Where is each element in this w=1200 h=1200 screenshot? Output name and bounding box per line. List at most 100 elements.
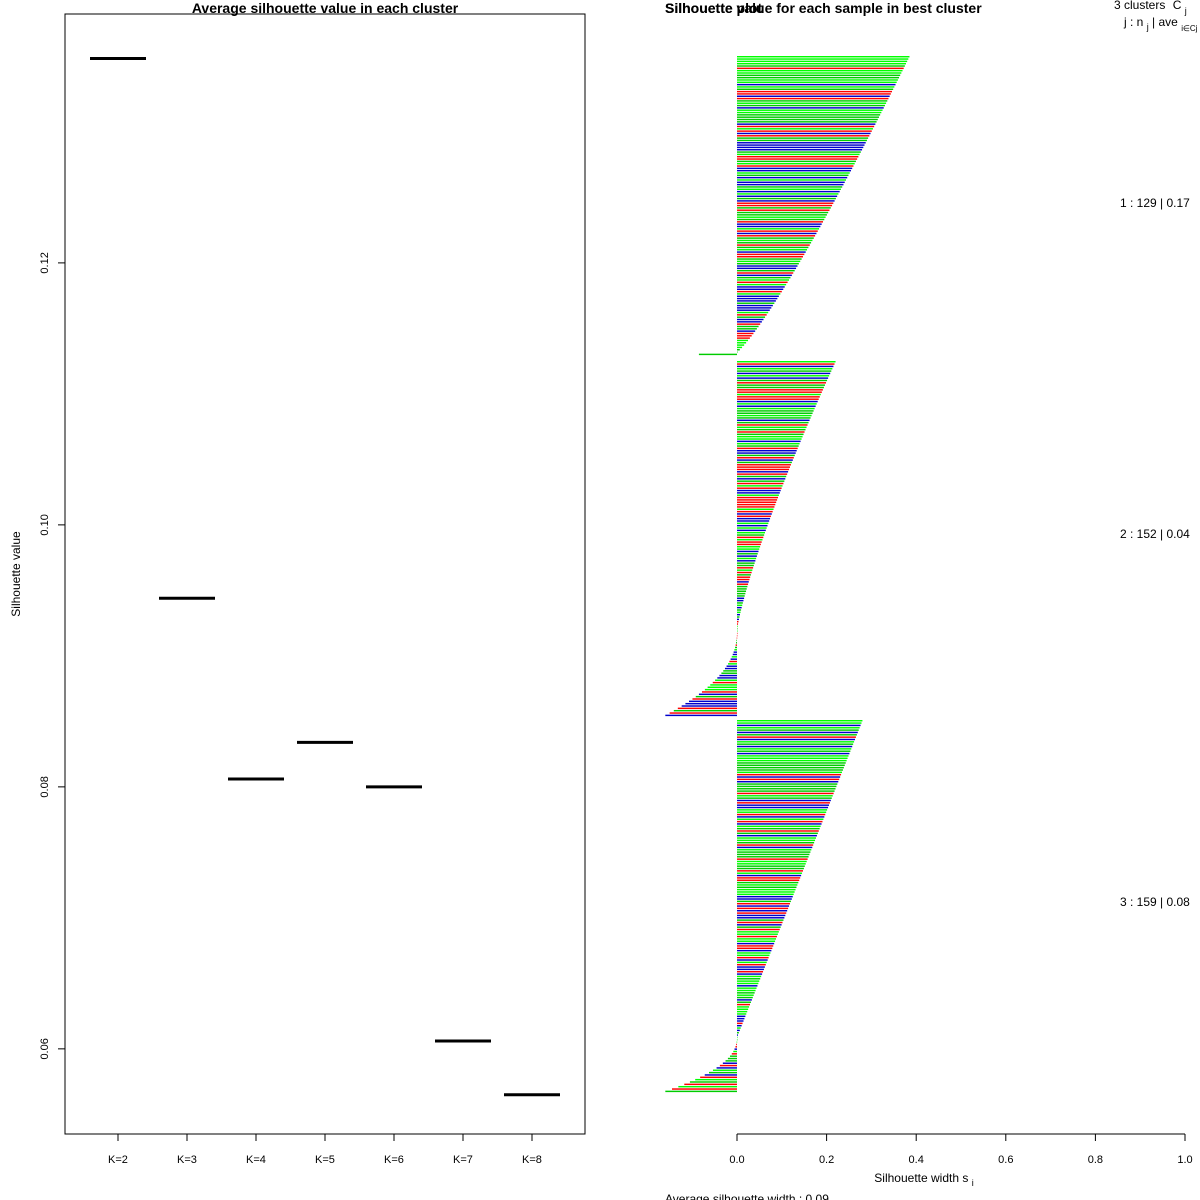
silhouette-bar-cluster-2 bbox=[737, 557, 757, 560]
silhouette-bar-cluster-2 bbox=[737, 426, 807, 429]
silhouette-bar-cluster-3 bbox=[737, 891, 795, 893]
silhouette-bar-cluster-2 bbox=[736, 632, 738, 635]
left-chart-title: Average silhouette value in each cluster bbox=[192, 0, 459, 16]
silhouette-bar-cluster-3 bbox=[727, 1057, 737, 1060]
silhouette-bar-cluster-3 bbox=[737, 731, 858, 734]
right-panel: Silhouette plot Silhouette value for eac… bbox=[665, 0, 1198, 1200]
silhouette-bar-cluster-3 bbox=[736, 1043, 737, 1046]
silhouette-bar-cluster-3 bbox=[737, 780, 839, 783]
silhouette-bar-cluster-1 bbox=[737, 144, 865, 146]
silhouette-bar-cluster-3 bbox=[737, 724, 861, 727]
silhouette-bar-cluster-2 bbox=[737, 377, 829, 379]
left-x-tick-label: K=6 bbox=[384, 1154, 404, 1166]
silhouette-bar-cluster-2 bbox=[737, 581, 749, 583]
silhouette-bar-cluster-2 bbox=[707, 686, 737, 689]
silhouette-bar-cluster-2 bbox=[704, 688, 737, 691]
silhouette-bar-cluster-3 bbox=[737, 820, 823, 823]
right-x-tick-label: 0.8 bbox=[1088, 1154, 1103, 1166]
silhouette-bar-cluster-1 bbox=[737, 58, 909, 60]
silhouette-bar-cluster-2 bbox=[737, 606, 742, 609]
silhouette-bar-cluster-2 bbox=[737, 473, 788, 475]
silhouette-bar-cluster-2 bbox=[737, 421, 809, 424]
silhouette-bar-cluster-1 bbox=[737, 242, 812, 244]
silhouette-bar-cluster-2 bbox=[710, 684, 737, 686]
silhouette-bar-cluster-2 bbox=[737, 553, 758, 555]
silhouette-bar-cluster-1 bbox=[737, 300, 776, 302]
silhouette-bar-cluster-2 bbox=[665, 714, 737, 717]
silhouette-bar-cluster-2 bbox=[737, 597, 745, 600]
silhouette-bar-cluster-2 bbox=[737, 361, 836, 363]
silhouette-bar-cluster-3 bbox=[737, 759, 847, 762]
silhouette-bar-cluster-2 bbox=[735, 644, 737, 646]
silhouette-bar-cluster-2 bbox=[717, 677, 737, 679]
silhouette-bar-cluster-2 bbox=[737, 466, 790, 468]
silhouette-bar-cluster-2 bbox=[737, 396, 820, 398]
silhouette-bar-cluster-3 bbox=[737, 917, 785, 919]
silhouette-bar-cluster-1 bbox=[737, 237, 814, 239]
silhouette-bar-cluster-2 bbox=[737, 536, 764, 539]
silhouette-bar-cluster-2 bbox=[737, 492, 780, 494]
silhouette-bar-cluster-1 bbox=[737, 109, 883, 111]
silhouette-bar-cluster-1 bbox=[737, 251, 806, 253]
silhouette-bar-cluster-3 bbox=[737, 1027, 741, 1029]
silhouette-bar-cluster-2 bbox=[737, 567, 754, 569]
left-y-axis: 0.06 0.08 0.10 0.12 bbox=[39, 252, 66, 1060]
silhouette-bar-cluster-2 bbox=[737, 618, 739, 621]
silhouette-bar-cluster-3 bbox=[737, 795, 833, 797]
silhouette-bar-cluster-2 bbox=[737, 372, 831, 375]
silhouette-bar-cluster-2 bbox=[737, 578, 750, 581]
silhouette-bar-cluster-1 bbox=[737, 214, 827, 216]
silhouette-bar-cluster-1 bbox=[737, 151, 861, 153]
silhouette-bar-cluster-3 bbox=[733, 1050, 737, 1053]
silhouette-bar-cluster-1 bbox=[737, 93, 891, 95]
silhouette-bar-cluster-1 bbox=[737, 344, 745, 346]
silhouette-bar-cluster-3 bbox=[737, 928, 780, 931]
silhouette-bar-cluster-2 bbox=[737, 585, 748, 588]
silhouette-bar-cluster-3 bbox=[737, 870, 803, 872]
left-y-tick-label: 0.10 bbox=[39, 514, 51, 535]
silhouette-bar-cluster-3 bbox=[737, 783, 838, 785]
silhouette-bar-cluster-2 bbox=[737, 417, 811, 419]
silhouette-bar-cluster-3 bbox=[737, 973, 763, 975]
silhouette-bar-cluster-3 bbox=[737, 1001, 751, 1003]
silhouette-bar-cluster-3 bbox=[737, 956, 769, 959]
right-x-tick-label: 0.2 bbox=[819, 1154, 834, 1166]
silhouette-bar-cluster-3 bbox=[737, 902, 790, 905]
silhouette-bar-cluster-3 bbox=[737, 748, 852, 750]
silhouette-bar-cluster-2 bbox=[736, 639, 737, 642]
silhouette-bar-cluster-3 bbox=[737, 938, 777, 940]
silhouette-bar-cluster-3 bbox=[712, 1069, 737, 1071]
silhouette-bar-cluster-2 bbox=[737, 513, 772, 515]
cluster-header: 3 clusters C j j : n j | ave i∈Cj s bbox=[1114, 0, 1198, 33]
silhouette-bar-cluster-1 bbox=[737, 162, 855, 165]
silhouette-bar-cluster-3 bbox=[700, 1076, 737, 1079]
silhouette-bar-cluster-3 bbox=[737, 720, 863, 722]
silhouette-bar-cluster-1 bbox=[698, 353, 737, 356]
silhouette-bar-cluster-3 bbox=[737, 830, 819, 832]
silhouette-bar-cluster-1 bbox=[737, 81, 897, 84]
right-x-axis-label-subscript: i bbox=[972, 1178, 974, 1188]
silhouette-bar-cluster-3 bbox=[737, 994, 754, 996]
silhouette-bar-cluster-1 bbox=[737, 167, 853, 170]
silhouette-bar-cluster-1 bbox=[737, 95, 890, 97]
silhouette-bar-cluster-1 bbox=[737, 86, 895, 88]
silhouette-bar-cluster-1 bbox=[737, 225, 821, 228]
silhouette-bar-cluster-2 bbox=[733, 651, 737, 653]
silhouette-bar-cluster-2 bbox=[737, 576, 751, 578]
silhouette-bar-cluster-2 bbox=[737, 379, 828, 382]
silhouette-bar-cluster-2 bbox=[737, 602, 743, 604]
silhouette-bar-cluster-3 bbox=[737, 839, 816, 842]
silhouette-bar-cluster-3 bbox=[737, 947, 773, 950]
silhouette-bar-cluster-1 bbox=[737, 137, 869, 139]
left-series bbox=[90, 57, 560, 1097]
silhouette-bar-cluster-3 bbox=[737, 804, 829, 806]
silhouette-bar-cluster-1 bbox=[737, 218, 825, 221]
silhouette-bar-cluster-1 bbox=[737, 183, 844, 186]
silhouette-bar-cluster-3 bbox=[695, 1078, 737, 1081]
cluster-2-summary: 2 : 152 | 0.04 bbox=[1120, 527, 1190, 541]
silhouette-bar-cluster-1 bbox=[737, 342, 747, 344]
silhouette-bar-cluster-2 bbox=[737, 433, 804, 436]
silhouette-bar-cluster-2 bbox=[737, 625, 738, 628]
silhouette-bar-cluster-1 bbox=[737, 60, 908, 63]
